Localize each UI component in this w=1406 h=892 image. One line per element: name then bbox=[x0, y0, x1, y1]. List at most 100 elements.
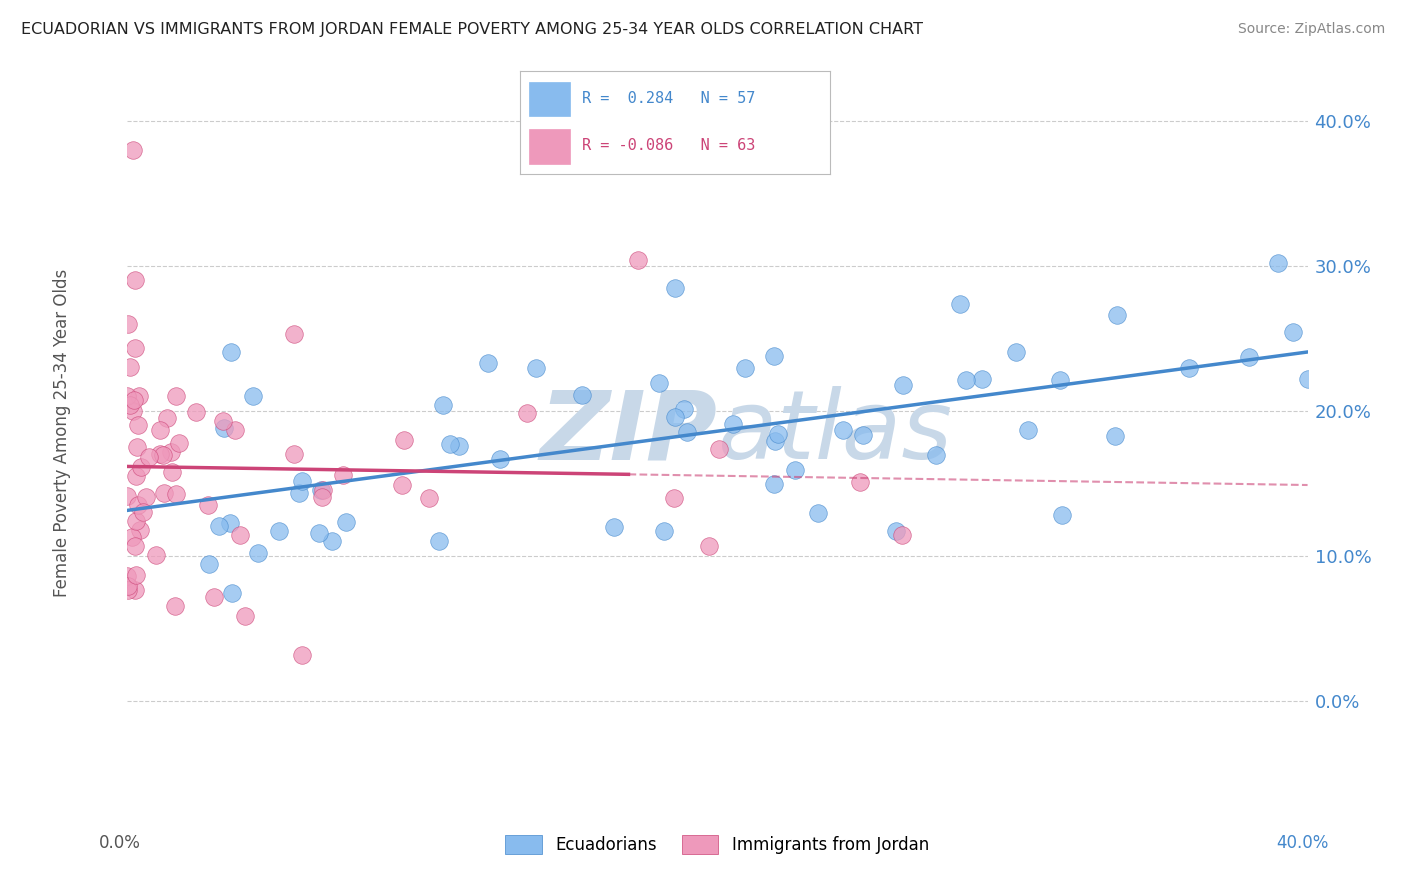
Point bbox=[122, 393, 145, 408]
Point bbox=[734, 360, 756, 375]
Point bbox=[697, 539, 720, 553]
Point bbox=[149, 423, 172, 437]
Point bbox=[125, 514, 148, 528]
Legend: Ecuadorians, Immigrants from Jordan: Ecuadorians, Immigrants from Jordan bbox=[499, 829, 935, 861]
Point bbox=[135, 490, 157, 504]
Point bbox=[156, 410, 179, 425]
Point bbox=[202, 590, 225, 604]
Point bbox=[1017, 423, 1039, 437]
Point bbox=[211, 414, 233, 428]
Point bbox=[124, 539, 146, 553]
Point bbox=[1005, 345, 1028, 359]
Point bbox=[1267, 256, 1289, 270]
Point bbox=[391, 477, 413, 491]
Point bbox=[1104, 429, 1126, 443]
Point bbox=[392, 433, 415, 447]
Point bbox=[955, 373, 977, 387]
Point bbox=[124, 273, 146, 287]
Point bbox=[972, 372, 994, 386]
Point bbox=[121, 530, 143, 544]
Point bbox=[807, 506, 830, 520]
Point bbox=[214, 421, 236, 435]
Point bbox=[1049, 373, 1071, 387]
Point bbox=[221, 586, 243, 600]
Point bbox=[1105, 309, 1128, 323]
Point bbox=[1050, 508, 1073, 522]
Point bbox=[432, 399, 454, 413]
Point bbox=[626, 253, 648, 268]
Point bbox=[721, 417, 744, 431]
Point bbox=[311, 490, 333, 504]
Point bbox=[291, 648, 314, 662]
Point bbox=[153, 486, 176, 500]
Point bbox=[125, 568, 148, 582]
Point bbox=[884, 524, 907, 538]
Point bbox=[309, 483, 332, 497]
Point bbox=[762, 476, 785, 491]
Point bbox=[664, 281, 686, 295]
Point bbox=[332, 468, 354, 483]
Point bbox=[335, 515, 357, 529]
Point bbox=[783, 463, 806, 477]
Text: 40.0%: 40.0% bbox=[1277, 834, 1329, 852]
Text: R =  0.284   N = 57: R = 0.284 N = 57 bbox=[582, 91, 755, 106]
Point bbox=[603, 520, 626, 534]
Point bbox=[246, 546, 269, 560]
Point bbox=[291, 474, 314, 488]
Point bbox=[127, 440, 149, 454]
Point bbox=[208, 519, 231, 533]
Text: Female Poverty Among 25-34 Year Olds: Female Poverty Among 25-34 Year Olds bbox=[52, 268, 70, 597]
Point bbox=[167, 436, 190, 450]
Point bbox=[891, 378, 914, 392]
Point bbox=[673, 402, 696, 417]
Point bbox=[664, 410, 686, 425]
Point bbox=[949, 297, 972, 311]
Bar bbox=[530, 81, 569, 117]
Point bbox=[925, 448, 948, 462]
Point bbox=[115, 389, 138, 403]
Point bbox=[287, 485, 309, 500]
Text: ECUADORIAN VS IMMIGRANTS FROM JORDAN FEMALE POVERTY AMONG 25-34 YEAR OLDS CORREL: ECUADORIAN VS IMMIGRANTS FROM JORDAN FEM… bbox=[21, 22, 924, 37]
Point bbox=[1237, 350, 1260, 364]
Point bbox=[115, 489, 138, 503]
Point bbox=[127, 418, 149, 433]
Point bbox=[129, 459, 152, 474]
Point bbox=[138, 450, 160, 464]
Point bbox=[1178, 361, 1201, 376]
Point bbox=[571, 388, 593, 402]
Point bbox=[117, 582, 139, 597]
Text: Source: ZipAtlas.com: Source: ZipAtlas.com bbox=[1237, 22, 1385, 37]
Point bbox=[233, 608, 256, 623]
Point bbox=[652, 524, 675, 539]
Point bbox=[229, 528, 252, 542]
Point bbox=[152, 448, 174, 462]
Point bbox=[267, 524, 290, 538]
Point bbox=[224, 423, 246, 437]
Point bbox=[321, 534, 343, 549]
Point bbox=[676, 425, 699, 440]
Point bbox=[308, 525, 330, 540]
Point bbox=[118, 360, 141, 375]
Point bbox=[1282, 325, 1305, 339]
Point bbox=[165, 599, 187, 613]
Point bbox=[312, 483, 335, 498]
Bar bbox=[530, 128, 569, 163]
Point bbox=[145, 548, 167, 562]
Point bbox=[762, 349, 785, 363]
Text: atlas: atlas bbox=[717, 386, 952, 479]
Point bbox=[852, 428, 875, 442]
Point bbox=[662, 491, 685, 505]
Point bbox=[1296, 372, 1319, 386]
Point bbox=[117, 579, 139, 593]
Point bbox=[165, 389, 187, 403]
Point bbox=[831, 423, 853, 437]
Point bbox=[488, 452, 510, 467]
Point bbox=[132, 504, 155, 518]
Point bbox=[427, 533, 450, 548]
Point bbox=[648, 376, 671, 391]
Point bbox=[449, 439, 471, 453]
Point bbox=[516, 406, 538, 420]
Point bbox=[283, 447, 305, 461]
Point bbox=[242, 389, 264, 403]
Point bbox=[439, 436, 461, 450]
